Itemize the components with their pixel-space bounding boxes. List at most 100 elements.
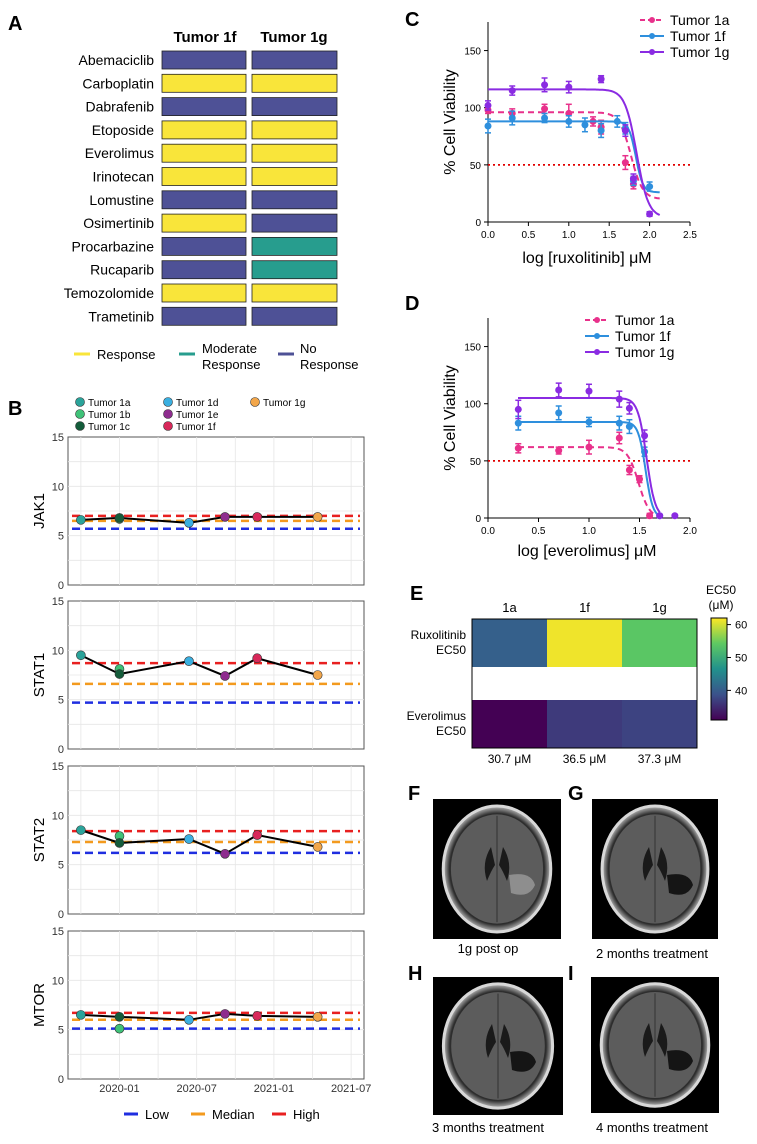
x-tick-label-2021-01: 2021-01 [254, 1083, 294, 1095]
data-point-mtor-tumor-1c [114, 1012, 125, 1022]
c-data-point-tumor-1g [565, 83, 573, 91]
mri-caption-1g-post-op: 1g post op [458, 941, 519, 956]
heatmap-row-label-ruxolitinib: Ruxolitinib [411, 628, 467, 642]
response-cell-everolimus-1f [161, 143, 247, 163]
d-data-point-tumor-1g [656, 512, 664, 520]
legend-marker-tumor-1f [163, 421, 173, 431]
data-point-stat1-tumor-1c [114, 669, 125, 679]
response-cell-osimertinib-1g [251, 213, 338, 233]
c-data-point-tumor-1g [541, 81, 549, 89]
expression-line-stat1 [80, 654, 318, 678]
drug-label-osimertinib: Osimertinib [83, 215, 154, 231]
drug-label-everolimus: Everolimus [85, 145, 154, 161]
y-tick-label: 10 [52, 645, 64, 657]
legend-marker-tumor-1a [75, 397, 85, 407]
c-legend-marker-tumor-1g [649, 49, 655, 55]
heatmap-value-everolimus-1f: 36.5 μM [563, 752, 607, 766]
d-data-point-tumor-1a [646, 512, 654, 520]
data-point-stat1-tumor-1a [76, 650, 86, 661]
c-x-tick-label: 0.5 [521, 230, 535, 241]
response-cell-everolimus-1g [251, 143, 338, 163]
response-cell-etoposide-1g [251, 120, 338, 140]
d-y-tick-label: 100 [464, 400, 481, 411]
c-data-point-tumor-1g [646, 210, 654, 218]
c-data-point-tumor-1g [597, 75, 605, 83]
d-data-point-tumor-1a [514, 444, 522, 452]
mri-caption-4-months-treatment: 4 months treatment [596, 1120, 708, 1135]
drug-label-carboplatin: Carboplatin [82, 75, 154, 91]
c-y-tick-label: 0 [475, 218, 481, 229]
c-data-point-tumor-1f [541, 114, 549, 122]
d-data-point-tumor-1a [615, 434, 623, 442]
colorbar-tick-label: 40 [735, 685, 747, 697]
legend-label-response: Response [97, 347, 156, 362]
d-y-axis-label: % Cell Viability [442, 365, 459, 471]
d-data-point-tumor-1g [641, 432, 649, 440]
heatmap-row-sublabel-ruxolitinib: EC50 [436, 643, 466, 657]
d-x-tick-label: 0.0 [481, 526, 495, 537]
heatmap-cell-ruxolitinib-1a [472, 619, 547, 667]
data-point-stat2-tumor-1f [252, 830, 262, 840]
drug-label-trametinib: Trametinib [88, 308, 154, 324]
legend-label-median: Median [212, 1107, 255, 1122]
d-legend-label-tumor-1f: Tumor 1f [615, 328, 671, 344]
drug-label-abemaciclib: Abemaciclib [79, 52, 155, 68]
y-tick-label: 0 [58, 744, 64, 756]
c-data-point-tumor-1a [541, 105, 549, 113]
resection-cavity [667, 1050, 693, 1071]
data-point-stat2-tumor-1a [76, 825, 86, 835]
response-cell-lomustine-1f [161, 190, 247, 210]
heatmap-value-everolimus-1g: 37.3 μM [638, 752, 682, 766]
legend-label-tumor-1g: Tumor 1g [263, 398, 305, 409]
c-data-point-tumor-1f [613, 117, 621, 125]
heatmap-cell-everolimus-1f [547, 700, 622, 748]
heatmap-column-1f: 1f [579, 600, 590, 615]
data-point-jak1-tumor-1c [114, 513, 125, 523]
gene-label-stat1: STAT1 [31, 653, 48, 697]
panel-letter-i: I [568, 963, 574, 985]
response-cell-rucaparib-1g [251, 260, 338, 280]
response-cell-rucaparib-1f [161, 260, 247, 280]
legend-label-moderate-1: Moderate [202, 341, 257, 356]
response-cell-temozolomide-1g [251, 283, 338, 303]
resection-cavity [667, 874, 693, 895]
mri-panel-f [433, 799, 561, 939]
d-data-point-tumor-1g [625, 404, 633, 412]
colorbar-title-2: (μM) [709, 598, 734, 612]
d-data-point-tumor-1g [555, 386, 563, 394]
data-point-jak1-tumor-1f [252, 512, 262, 522]
y-tick-label: 0 [58, 909, 64, 921]
data-point-jak1-tumor-1g [312, 512, 323, 522]
legend-marker-tumor-1e [163, 409, 173, 419]
y-tick-label: 5 [58, 531, 64, 543]
y-tick-label: 5 [58, 1025, 64, 1037]
d-data-point-tumor-1a [625, 466, 633, 474]
d-data-point-tumor-1a [585, 443, 593, 451]
d-data-point-tumor-1a [555, 447, 563, 455]
resection-cavity [510, 1051, 536, 1072]
c-data-point-tumor-1g [629, 175, 637, 183]
c-x-axis-label: log [ruxolitinib] μM [522, 250, 651, 267]
y-tick-label: 5 [58, 695, 64, 707]
gene-label-stat2: STAT2 [31, 818, 48, 862]
legend-label-high: High [293, 1107, 320, 1122]
data-point-mtor-tumor-1f [252, 1011, 262, 1021]
drug-label-lomustine: Lomustine [89, 192, 154, 208]
x-tick-label-2020-07: 2020-07 [177, 1083, 217, 1095]
d-legend-label-tumor-1a: Tumor 1a [615, 312, 675, 328]
d-data-point-tumor-1f [555, 409, 563, 417]
legend-label-tumor-1c: Tumor 1c [88, 422, 130, 433]
c-legend-label-tumor-1a: Tumor 1a [670, 12, 730, 28]
panel-letter-e: E [410, 583, 423, 605]
d-legend-marker-tumor-1g [594, 349, 600, 355]
threshold-legend: Low Median High [124, 1107, 320, 1122]
y-tick-label: 10 [52, 481, 64, 493]
c-data-point-tumor-1g [484, 101, 492, 109]
ventricle-right [500, 1024, 511, 1058]
d-data-point-tumor-1g [671, 512, 679, 520]
ventricle-right [657, 1023, 668, 1057]
legend-marker-tumor-1b [75, 409, 85, 419]
d-y-tick-label: 0 [475, 514, 481, 525]
colorbar-tick-label: 60 [735, 620, 747, 632]
